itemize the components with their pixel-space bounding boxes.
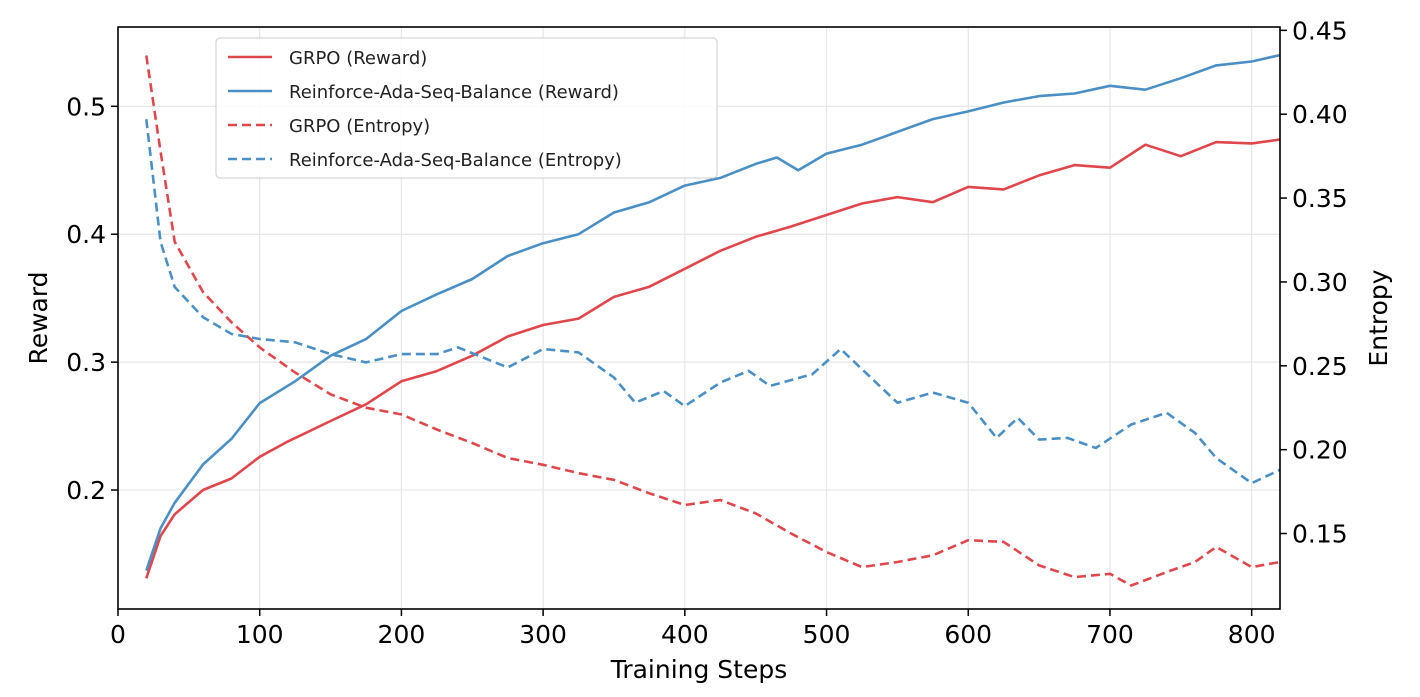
y-tick-label: 0.2: [66, 476, 106, 505]
y-axis-left: 0.2 0.3 0.4 0.5: [66, 92, 118, 505]
y2-tick-label: 0.20: [1292, 436, 1348, 465]
series-line: [145, 55, 1281, 587]
y-axis-label: Reward: [24, 271, 53, 364]
plot-frame: [117, 26, 1281, 610]
x-tick-label: 300: [519, 620, 567, 649]
x-axis-label: Training Steps: [610, 655, 788, 684]
x-tick-label: 100: [236, 620, 284, 649]
legend: GRPO (Reward) Reinforce-Ada-Seq-Balance (…: [215, 37, 718, 179]
x-tick-label: 700: [1086, 620, 1134, 649]
legend-box: [215, 37, 718, 179]
x-axis: 0 100 200 300 400 500 600 700 800: [110, 609, 1276, 649]
legend-label: Reinforce-Ada-Seq-Balance (Entropy): [289, 150, 622, 171]
legend-label: GRPO (Reward): [289, 48, 427, 69]
y2-tick-label: 0.40: [1292, 100, 1348, 129]
y-tick-label: 0.3: [66, 348, 106, 377]
y2-tick-label: 0.30: [1292, 268, 1348, 297]
y2-tick-label: 0.25: [1292, 352, 1348, 381]
x-tick-label: 600: [944, 620, 992, 649]
series-lines: [145, 53, 1281, 587]
y2-tick-label: 0.15: [1292, 520, 1348, 549]
x-tick-label: 500: [803, 620, 851, 649]
series-line: [145, 119, 1281, 485]
y-tick-label: 0.5: [66, 92, 106, 121]
y2-tick-label: 0.35: [1292, 184, 1348, 213]
x-tick-label: 800: [1228, 620, 1276, 649]
y-tick-label: 0.4: [66, 220, 106, 249]
series-line: [145, 138, 1281, 579]
series-line: [145, 53, 1281, 572]
x-tick-label: 200: [378, 620, 426, 649]
x-tick-label: 0: [110, 620, 126, 649]
x-tick-label: 400: [661, 620, 709, 649]
y2-axis-label: Entropy: [1364, 269, 1393, 366]
y-axis-right: 0.15 0.20 0.25 0.30 0.35 0.40 0.45: [1280, 16, 1348, 549]
legend-label: GRPO (Entropy): [289, 116, 430, 137]
legend-label: Reinforce-Ada-Seq-Balance (Reward): [289, 82, 619, 103]
y2-tick-label: 0.45: [1292, 16, 1348, 45]
